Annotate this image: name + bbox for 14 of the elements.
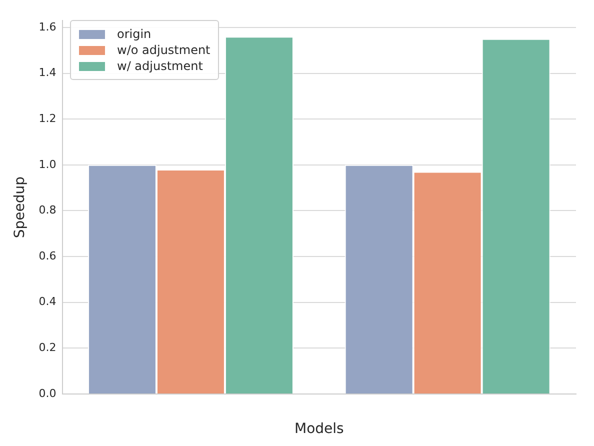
y-tick-label: 0.4 bbox=[38, 295, 56, 308]
y-tick-label: 1.0 bbox=[38, 158, 56, 171]
legend-label: w/ adjustment bbox=[117, 59, 203, 73]
y-axis-title: Speedup bbox=[12, 176, 28, 238]
y-tick-label: 1.6 bbox=[38, 20, 56, 34]
y-tick-label: 0.8 bbox=[38, 204, 56, 217]
y-tick-label: 0.2 bbox=[38, 341, 56, 354]
x-axis-title: Models bbox=[294, 421, 344, 438]
y-tick-label: 0.6 bbox=[38, 249, 56, 262]
y-tick-label: 0.0 bbox=[38, 386, 56, 400]
legend-label: origin bbox=[117, 27, 152, 41]
legend-label: w/o adjustment bbox=[117, 43, 210, 57]
y-tick-label: 1.4 bbox=[38, 66, 56, 80]
y-tick-label: 1.2 bbox=[38, 112, 56, 125]
